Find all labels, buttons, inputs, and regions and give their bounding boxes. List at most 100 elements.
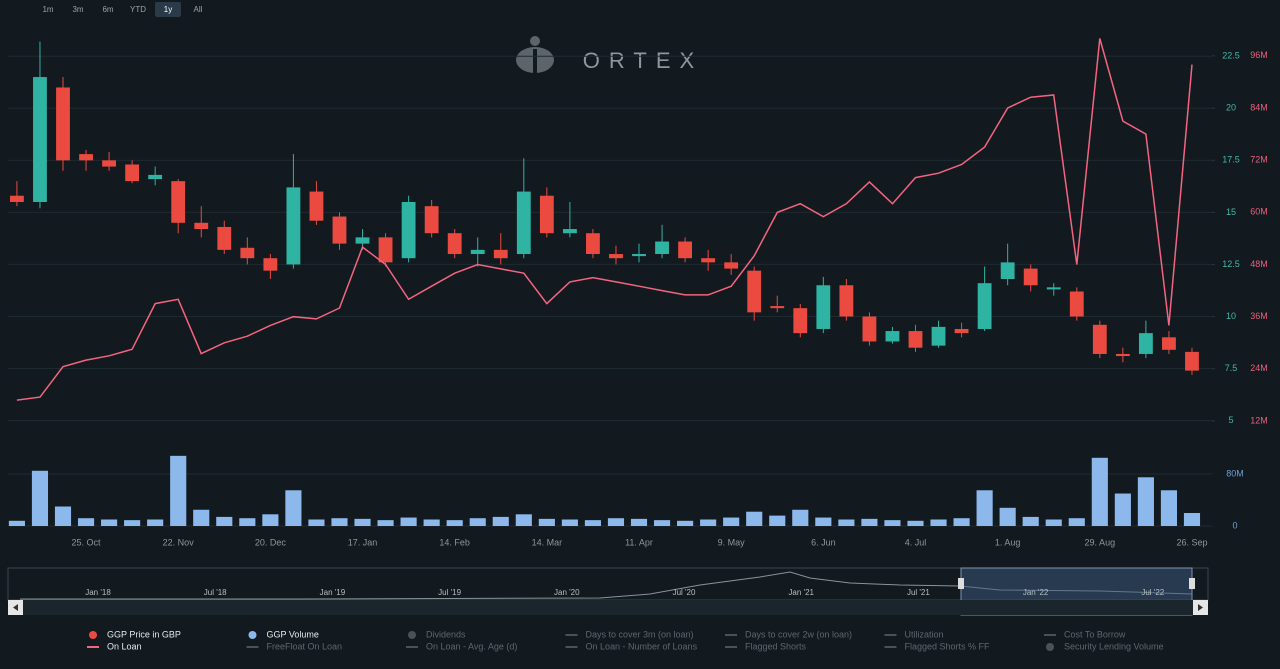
legend-item[interactable]: FreeFloat On Loan	[267, 641, 343, 651]
y-tick-label: 22.5	[1222, 51, 1240, 61]
range-button[interactable]: All	[194, 5, 203, 14]
volume-bar	[838, 519, 855, 526]
navigator-label: Jan '21	[788, 588, 814, 597]
candle-body	[747, 270, 762, 313]
candle-body	[1138, 333, 1153, 354]
y-tick-label: 20	[1226, 103, 1236, 113]
volume-bar	[1091, 457, 1108, 526]
volume-bar	[193, 509, 210, 526]
volume-bar	[930, 519, 947, 526]
candle-body	[378, 237, 393, 263]
legend-item[interactable]: Security Lending Volume	[1064, 641, 1164, 651]
volume-bar	[31, 470, 49, 526]
navigator	[7, 567, 1209, 616]
y2-tick-label: 48M	[1250, 259, 1268, 269]
x-tick-label: 14. Feb	[439, 537, 470, 547]
candle-body	[148, 174, 163, 180]
candle-body	[1185, 351, 1199, 371]
candle-body	[1092, 324, 1107, 354]
range-button[interactable]: 1m	[42, 5, 53, 14]
legend-item[interactable]: GGP Price in GBP	[107, 629, 181, 639]
volume-bar	[1068, 518, 1085, 526]
legend-item[interactable]: GGP Volume	[267, 629, 319, 639]
volume-tick-label: 0	[1232, 520, 1237, 530]
range-button-active[interactable]	[155, 2, 181, 17]
candle-body	[885, 331, 900, 342]
candle-body	[217, 226, 232, 250]
legend-item[interactable]: Cost To Borrow	[1064, 629, 1126, 639]
candle-body	[632, 254, 646, 257]
x-tick-label: 20. Dec	[255, 537, 287, 547]
volume-bar	[216, 516, 233, 526]
range-button[interactable]: 1y	[164, 5, 172, 14]
range-button[interactable]: YTD	[130, 5, 146, 14]
legend-item[interactable]: Flagged Shorts	[745, 641, 807, 651]
y-tick-label: 5	[1228, 415, 1233, 425]
candle-body	[655, 241, 669, 255]
volume-bar	[446, 520, 463, 526]
volume-bar	[630, 518, 648, 526]
volume-bar	[953, 518, 970, 526]
y-tick-label: 12.5	[1222, 259, 1240, 269]
x-tick-label: 29. Aug	[1085, 537, 1116, 547]
volume-bar	[124, 520, 141, 526]
volume-bar	[607, 518, 625, 526]
candle-body	[401, 201, 416, 259]
candle-body	[309, 191, 324, 221]
volume-bar	[723, 517, 740, 526]
candle-body	[79, 154, 93, 161]
scrollbar-track[interactable]	[8, 600, 1208, 615]
navigator-label: Jul '20	[673, 588, 696, 597]
volume-bar	[101, 519, 118, 526]
volume-bar	[999, 507, 1016, 526]
range-button[interactable]: 3m	[72, 5, 83, 14]
legend-item[interactable]: On Loan - Avg. Age (d)	[426, 641, 517, 651]
legend-marker	[408, 631, 416, 639]
volume-bar	[262, 514, 279, 526]
candle-body	[470, 249, 485, 255]
candle-body	[102, 160, 116, 167]
candle-body	[493, 249, 508, 259]
candle-body	[977, 283, 992, 329]
candle-body	[562, 229, 577, 234]
candle-body	[447, 233, 462, 255]
range-button[interactable]: 6m	[102, 5, 113, 14]
candle-body	[839, 285, 854, 317]
x-tick-label: 6. Jun	[811, 537, 836, 547]
y2-tick-label: 12M	[1250, 415, 1268, 425]
candle-body	[171, 181, 186, 223]
volume-bar	[884, 520, 901, 526]
y2-tick-label: 60M	[1250, 207, 1268, 217]
candle-body	[355, 237, 370, 244]
candle-body	[1000, 262, 1015, 280]
legend-item[interactable]: Utilization	[905, 629, 944, 639]
legend-item[interactable]: Flagged Shorts % FF	[905, 641, 991, 651]
legend-item[interactable]: Days to cover 2w (on loan)	[745, 629, 852, 639]
volume-bar	[170, 455, 187, 526]
y-tick-label: 10	[1226, 311, 1236, 321]
legend-item[interactable]: On Loan	[107, 641, 142, 651]
candle-body	[954, 328, 969, 334]
candle-body	[240, 247, 255, 259]
y2-tick-label: 24M	[1250, 363, 1268, 373]
logo	[516, 36, 554, 73]
navigator-label: Jul '18	[204, 588, 227, 597]
x-tick-label: 26. Sep	[1176, 537, 1207, 547]
legend-item[interactable]: On Loan - Number of Loans	[586, 641, 698, 651]
volume-bar	[354, 518, 371, 526]
arrow	[1198, 604, 1203, 611]
navigator-handle[interactable]	[958, 578, 964, 589]
legend-item[interactable]: Dividends	[426, 629, 466, 639]
candle-body	[33, 77, 47, 202]
legend-item[interactable]: Days to cover 3m (on loan)	[586, 629, 694, 639]
volume-bar	[331, 518, 348, 526]
volume-bar	[77, 518, 95, 526]
navigator-label: Jul '22	[1141, 588, 1164, 597]
volume-bar	[1137, 477, 1154, 526]
y-tick-label: 17.5	[1222, 155, 1240, 165]
volume-bar	[492, 516, 509, 526]
candle-body	[931, 326, 946, 346]
candle-body	[263, 258, 278, 271]
candle-body	[862, 316, 877, 342]
navigator-handle[interactable]	[1189, 578, 1195, 589]
